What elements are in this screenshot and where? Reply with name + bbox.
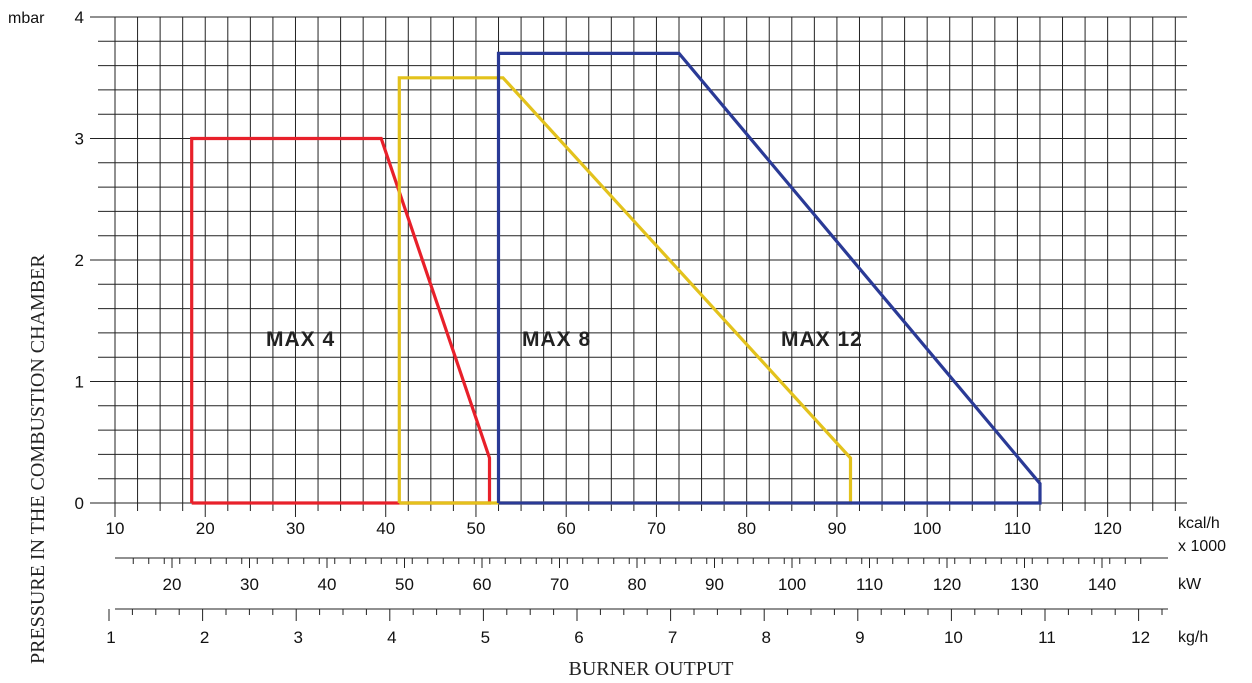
- kg-tick-label: 11: [1038, 628, 1056, 647]
- grid: [98, 16, 1187, 504]
- series-layer: [190, 51, 1042, 505]
- kg-tick-label: 8: [761, 628, 770, 647]
- series-max-8: [397, 76, 853, 505]
- kg-tick-label: 1: [106, 628, 115, 647]
- kcal-tick-label: 70: [647, 519, 666, 538]
- kcal-tick-label: 20: [196, 519, 215, 538]
- kg-tick-label: 10: [944, 628, 963, 647]
- x-unit-kgh: kg/h: [1178, 629, 1208, 646]
- label-max8: MAX 8: [522, 328, 591, 351]
- kw-tick-label: 20: [163, 575, 182, 594]
- kg-tick-label: 12: [1131, 628, 1150, 647]
- x-unit-kcal-multiplier: x 1000: [1178, 538, 1226, 555]
- x-axis-title: BURNER OUTPUT: [568, 658, 733, 680]
- kg-tick-label: 4: [387, 628, 396, 647]
- y-tick-label: 2: [75, 251, 84, 270]
- kcal-tick-label: 10: [106, 519, 125, 538]
- x-unit-kw: kW: [1178, 576, 1202, 593]
- kw-tick-label: 130: [1010, 575, 1038, 594]
- kg-tick-label: 7: [668, 628, 677, 647]
- x-unit-kcal: kcal/h: [1178, 515, 1220, 532]
- y-axis-title: PRESSURE IN THE COMBUSTION CHAMBER: [27, 254, 49, 664]
- kw-tick-label: 120: [933, 575, 961, 594]
- y-tick-label: 4: [75, 8, 84, 27]
- kw-tick-label: 90: [705, 575, 724, 594]
- kw-tick-label: 60: [473, 575, 492, 594]
- kg-tick-label: 5: [481, 628, 490, 647]
- series-max-12: [496, 51, 1042, 505]
- kcal-tick-label: 90: [827, 519, 846, 538]
- label-max4: MAX 4: [266, 328, 335, 351]
- y-tick-label: 1: [75, 373, 84, 392]
- kcal-tick-label: 40: [376, 519, 395, 538]
- kw-tick-label: 80: [628, 575, 647, 594]
- kw-tick-label: 30: [240, 575, 259, 594]
- kcal-tick-label: 50: [466, 519, 485, 538]
- kcal-tick-label: 120: [1093, 519, 1121, 538]
- y-tick-label: 3: [75, 130, 84, 149]
- kg-tick-label: 6: [574, 628, 583, 647]
- kg-tick-label: 2: [200, 628, 209, 647]
- y-unit-label: mbar: [8, 10, 45, 27]
- kw-tick-label: 40: [318, 575, 337, 594]
- kcal-tick-label: 80: [737, 519, 756, 538]
- kw-tick-label: 140: [1088, 575, 1116, 594]
- y-tick-label: 0: [75, 494, 84, 513]
- kw-tick-label: 100: [778, 575, 806, 594]
- kcal-tick-label: 30: [286, 519, 305, 538]
- kg-tick-label: 3: [293, 628, 302, 647]
- label-max12: MAX 12: [781, 328, 863, 351]
- kg-tick-label: 9: [855, 628, 864, 647]
- kw-tick-label: 70: [550, 575, 569, 594]
- kcal-tick-label: 110: [1004, 519, 1031, 538]
- kcal-tick-label: 100: [913, 519, 941, 538]
- kcal-tick-label: 60: [557, 519, 576, 538]
- kw-tick-label: 110: [856, 575, 883, 594]
- kw-tick-label: 50: [395, 575, 414, 594]
